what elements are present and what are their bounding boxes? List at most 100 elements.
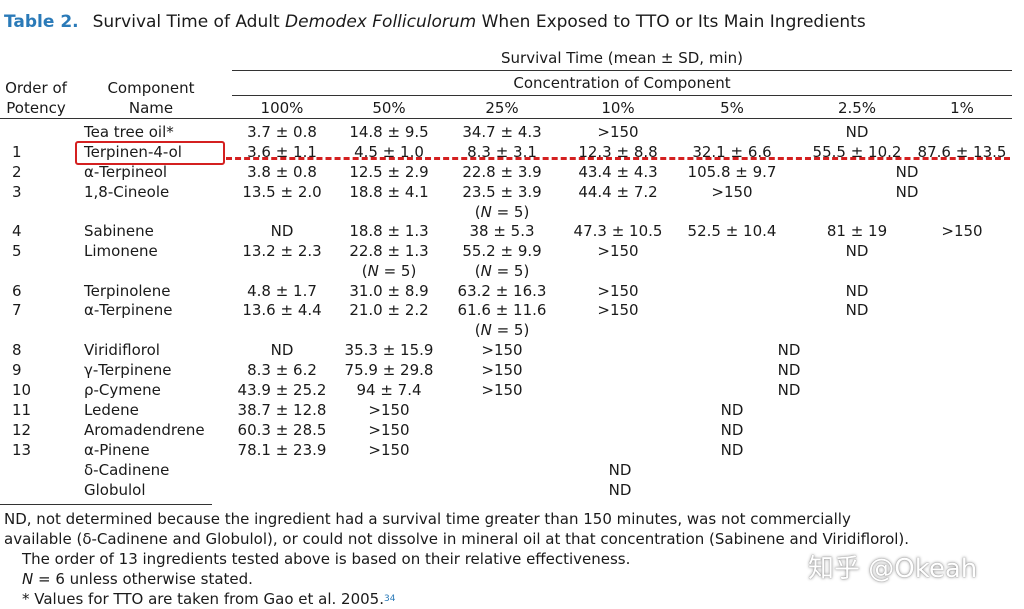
row-order: 5 — [12, 242, 22, 260]
row-value-cell: 63.2 ± 16.3 — [457, 282, 547, 300]
row-value-cell: >150 — [481, 341, 523, 359]
rule-under-survival — [232, 70, 1012, 71]
footnote-nd-line1: ND, not determined because the ingredien… — [4, 510, 851, 528]
row-value-cell: ND — [845, 123, 869, 141]
row-component-name: Limonene — [84, 242, 158, 260]
row-component-name: Aromadendrene — [84, 421, 205, 439]
footnote-order: The order of 13 ingredients tested above… — [22, 550, 631, 568]
row-component-name: Terpinolene — [84, 282, 171, 300]
row-value-cell: >150 — [597, 301, 639, 319]
row-order: 7 — [12, 301, 22, 319]
row-value-cell: >150 — [597, 242, 639, 260]
row-component-name: Terpinen-4-ol — [84, 143, 182, 161]
row-value-cell: 3.7 ± 0.8 — [247, 123, 317, 141]
row-order: 8 — [12, 341, 22, 359]
caption-pre: Survival Time of Adult — [92, 12, 286, 32]
row-value-cell: ND — [777, 361, 801, 379]
row-component-name: ρ-Cymene — [84, 381, 161, 399]
row-value-cell: 18.8 ± 1.3 — [349, 222, 429, 240]
header-component: Component Name — [107, 79, 195, 117]
row-value-cell: ND — [608, 461, 632, 479]
caption-species: Demodex Folliculorum — [285, 12, 477, 32]
row-component-name: α-Terpineol — [84, 163, 168, 181]
row-value-cell: 8.3 ± 6.2 — [247, 361, 317, 379]
row-value-cell: 13.6 ± 4.4 — [242, 301, 322, 319]
row-value-cell: 35.3 ± 15.9 — [344, 341, 434, 359]
row-value-cell: 94 ± 7.4 — [356, 381, 422, 399]
header-concentration: Concentration of Component — [513, 74, 731, 92]
row-value-cell: 78.1 ± 23.9 — [237, 441, 327, 459]
row-value-cell: 22.8 ± 3.9 — [462, 163, 542, 181]
row-value-cell: 3.8 ± 0.8 — [247, 163, 317, 181]
row-value-cell: ND — [720, 401, 744, 419]
row-component-name: α-Terpinene — [84, 301, 173, 319]
row-value-cell: 12.5 ± 2.9 — [349, 163, 429, 181]
row-value-cell: 60.3 ± 28.5 — [237, 421, 327, 439]
row-value-cell: ND — [895, 163, 919, 181]
row-value-cell: >150 — [368, 441, 410, 459]
col-header-25pct: 25% — [485, 99, 519, 117]
row-value-cell: 3.6 ± 1.1 — [247, 143, 317, 161]
row-value-cell: 8.3 ± 3.1 — [467, 143, 537, 161]
footnote-tto: * Values for TTO are taken from Gao et a… — [22, 590, 396, 608]
header-order: Order of Potency — [5, 79, 67, 117]
row-value-cell: 31.0 ± 8.9 — [349, 282, 429, 300]
row-value-cell: >150 — [368, 421, 410, 439]
row-component-name: Globulol — [84, 481, 146, 499]
row-value-cell: 23.5 ± 3.9 — [462, 183, 542, 201]
footnote-nd-line2: available (δ-Cadinene and Globulol), or … — [4, 530, 910, 548]
highlight-dashed-line — [226, 157, 1010, 160]
sample-size-note: (N = 5) — [474, 203, 530, 221]
row-value-cell: 14.8 ± 9.5 — [349, 123, 429, 141]
row-component-name: δ-Cadinene — [84, 461, 170, 479]
row-value-cell: ND — [845, 301, 869, 319]
row-value-cell: ND — [720, 441, 744, 459]
row-value-cell: >150 — [597, 123, 639, 141]
row-value-cell: 87.6 ± 13.5 — [917, 143, 1007, 161]
highlight-box-terpinen-4-ol — [75, 141, 225, 165]
caption-post: When Exposed to TTO or Its Main Ingredie… — [476, 12, 866, 32]
col-header-5pct: 5% — [720, 99, 744, 117]
row-order: 1 — [12, 143, 22, 161]
rule-under-concentration — [232, 95, 1012, 96]
col-header-10pct: 10% — [601, 99, 635, 117]
row-value-cell: ND — [777, 381, 801, 399]
row-value-cell: 43.9 ± 25.2 — [237, 381, 327, 399]
caption-label: Table 2. — [4, 12, 79, 32]
row-value-cell: >150 — [481, 361, 523, 379]
row-value-cell: 32.1 ± 6.6 — [692, 143, 772, 161]
row-component-name: 1,8-Cineole — [84, 183, 170, 201]
rule-table-end — [0, 504, 212, 505]
row-value-cell: 38 ± 5.3 — [469, 222, 535, 240]
watermark: 知乎 @Okeah — [808, 554, 978, 584]
sample-size-note: (N = 5) — [474, 262, 530, 280]
row-order: 4 — [12, 222, 22, 240]
row-component-name: Ledene — [84, 401, 139, 419]
row-value-cell: 81 ± 19 — [826, 222, 888, 240]
row-order: 2 — [12, 163, 22, 181]
row-value-cell: 12.3 ± 8.8 — [578, 143, 658, 161]
row-value-cell: ND — [895, 183, 919, 201]
row-order: 6 — [12, 282, 22, 300]
row-value-cell: 4.8 ± 1.7 — [247, 282, 317, 300]
row-value-cell: 44.4 ± 7.2 — [578, 183, 658, 201]
col-header-2-5pct: 2.5% — [837, 99, 877, 117]
row-component-name: Sabinene — [84, 222, 154, 240]
row-value-cell: 52.5 ± 10.4 — [687, 222, 777, 240]
row-order: 12 — [12, 421, 32, 439]
header-survival-time: Survival Time (mean ± SD, min) — [501, 49, 743, 67]
row-value-cell: ND — [608, 481, 632, 499]
row-value-cell: ND — [270, 341, 294, 359]
row-component-name: α-Pinene — [84, 441, 150, 459]
row-value-cell: 21.0 ± 2.2 — [349, 301, 429, 319]
row-component-name: γ-Terpinene — [84, 361, 172, 379]
row-value-cell: 22.8 ± 1.3 — [349, 242, 429, 260]
row-value-cell: 55.5 ± 10.2 — [812, 143, 902, 161]
row-value-cell: 13.5 ± 2.0 — [242, 183, 322, 201]
row-order: 11 — [12, 401, 32, 419]
row-value-cell: ND — [720, 421, 744, 439]
row-component-name: Viridiflorol — [84, 341, 160, 359]
row-order: 3 — [12, 183, 22, 201]
row-value-cell: ND — [845, 242, 869, 260]
col-header-1pct: 1% — [950, 99, 974, 117]
